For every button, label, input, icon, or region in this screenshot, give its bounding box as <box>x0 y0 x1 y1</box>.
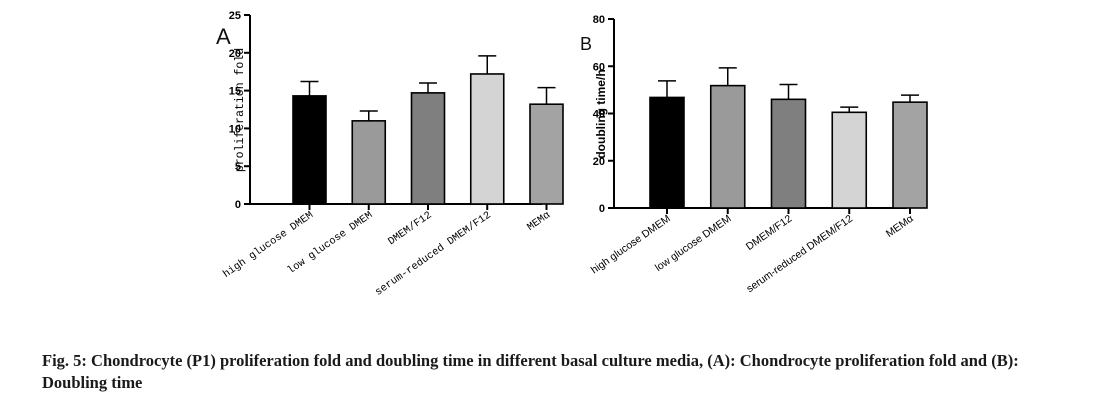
panel-b-bar-4 <box>831 111 868 209</box>
panel-a-y-tick-label: 5 <box>235 161 241 173</box>
panel-b-label: B <box>580 34 592 54</box>
panel-a-bar-5 <box>529 103 564 205</box>
panel-a-y-tick-label: 10 <box>229 123 241 135</box>
panel-b-bar-3 <box>770 98 807 209</box>
panel-a-y-tick-label: 0 <box>235 199 241 211</box>
panel-a-bar-4 <box>469 73 505 205</box>
panel-b-bar-1 <box>649 96 685 209</box>
panel-b-y-tick-label: 20 <box>593 156 605 168</box>
panel-b-bar-2 <box>709 84 746 209</box>
panel-a-bar-2 <box>351 120 387 205</box>
panel-a-category-label-4: serum-reduced DMEM/F12 <box>373 209 493 298</box>
panel-a-bar-3 <box>410 92 446 205</box>
panel-a-bar-1 <box>292 95 327 205</box>
panel-b-y-axis-title: doubling time/h <box>594 69 608 158</box>
panel-b-y-tick-label: 80 <box>593 14 605 26</box>
panel-b-y-tick-label: 40 <box>593 109 605 121</box>
panel-b-y-tick-label: 0 <box>599 203 605 215</box>
panel-a-y-axis-title: proliferation fold <box>234 48 247 172</box>
panel-b-category-label-4: serum-reduced DMEM/F12 <box>744 213 855 296</box>
panel-a-y-tick-label: 20 <box>229 48 241 60</box>
panel-b-category-label-5: MEMα <box>884 213 916 240</box>
panel-a-y-tick-label: 15 <box>229 86 241 98</box>
panel-b-bar-5 <box>892 101 928 209</box>
panel-a-y-tick-label: 25 <box>229 10 241 22</box>
figure-caption: Fig. 5: Chondrocyte (P1) proliferation f… <box>42 351 1019 392</box>
panel-a-category-label-5: MEMα <box>525 209 553 233</box>
panel-a-category-label-3: DMEM/F12 <box>386 209 434 248</box>
panel-b-category-label-3: DMEM/F12 <box>744 213 795 253</box>
panel-a-label: A <box>216 24 231 49</box>
panel-b-y-tick-label: 60 <box>593 61 605 73</box>
